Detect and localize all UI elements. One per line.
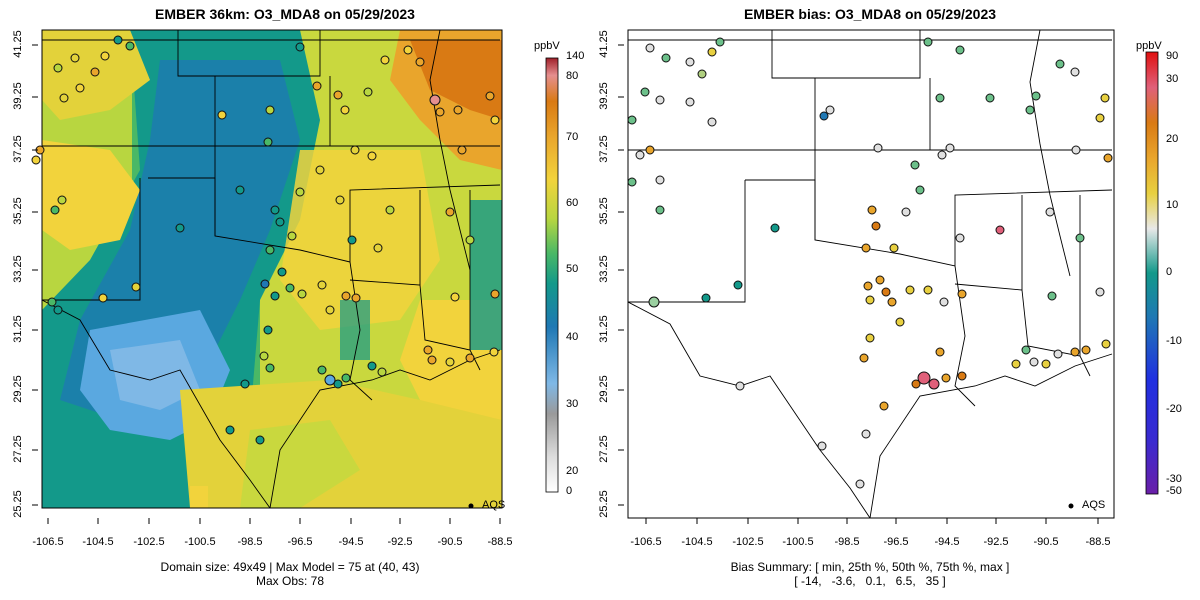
bias-colorbar-tick-0: 90 (1166, 50, 1179, 62)
right-state-boundaries (628, 30, 1113, 518)
left-panel-title: EMBER 36km: O3_MDA8 on 05/29/2023 (155, 6, 415, 22)
right-y-tick-7: 27.25 (598, 435, 610, 463)
left-y-tick-1: 39.25 (12, 82, 24, 110)
right-x-tick-2: -102.5 (732, 536, 764, 548)
bias-colorbar-tick-7: -30 (1166, 473, 1182, 485)
model-colorbar-tick-3: 60 (566, 197, 579, 209)
right-y-tick-4: 33.25 (598, 255, 610, 283)
left-x-tick-0: -106.5 (32, 536, 64, 548)
right-colorbar-unit: ppbV (1136, 40, 1162, 52)
model-colorbar-tick-1: 80 (566, 70, 579, 82)
bias-colorbar-tick-8: -50 (1166, 485, 1182, 497)
bias-colorbar-tick-3: 10 (1166, 199, 1179, 211)
bias-colorbar-tick-2: 20 (1166, 133, 1179, 145)
left-x-tick-1: -104.5 (82, 536, 114, 548)
left-y-tick-0: 41.25 (12, 30, 24, 58)
aqs-legend-dot-right (1068, 503, 1074, 509)
right-x-tick-5: -96.5 (883, 536, 909, 548)
left-x-tick-7: -92.5 (387, 536, 413, 548)
right-x-tick-1: -104.5 (681, 536, 713, 548)
bias-colorbar (1145, 51, 1159, 495)
bias-colorbar-tick-1: 30 (1166, 73, 1179, 85)
right-y-tick-8: 25.25 (598, 490, 610, 518)
aqs-legend-dot-left (468, 503, 474, 509)
left-colorbar-unit: ppbV (534, 40, 560, 52)
left-x-tick-3: -100.5 (184, 536, 216, 548)
left-x-tick-2: -102.5 (133, 536, 165, 548)
left-y-tick-8: 25.25 (12, 490, 24, 518)
model-field (42, 30, 502, 508)
aqs-legend-label-left: AQS (482, 499, 506, 511)
bias-colorbar-tick-4: 0 (1166, 266, 1173, 278)
left-y-tick-3: 35.25 (12, 197, 24, 225)
right-y-tick-1: 39.25 (598, 82, 610, 110)
right-x-tick-0: -106.5 (630, 536, 662, 548)
model-colorbar-tick-7: 20 (566, 465, 579, 477)
model-colorbar-tick-5: 40 (566, 331, 579, 343)
right-x-tick-8: -90.5 (1033, 536, 1059, 548)
right-footer-bias-header: Bias Summary: [ min, 25th %, 50th %, 75t… (730, 560, 1010, 574)
model-colorbar-tick-2: 70 (566, 131, 579, 143)
bias-colorbar-tick-6: -20 (1166, 403, 1182, 415)
right-panel-title: EMBER bias: O3_MDA8 on 05/29/2023 (743, 6, 997, 22)
left-x-tick-6: -94.5 (338, 536, 364, 548)
left-y-tick-4: 33.25 (12, 255, 24, 283)
model-colorbar-tick-4: 50 (566, 263, 579, 275)
right-y-tick-3: 35.25 (598, 197, 610, 225)
model-colorbar-tick-8: 0 (566, 485, 573, 497)
right-y-tick-2: 37.25 (598, 135, 610, 163)
left-footer-domain: Domain size: 49x49 | Max Model = 75 at (… (160, 560, 420, 574)
model-colorbar (545, 57, 559, 493)
left-obs-markers (31, 35, 500, 445)
left-x-tick-5: -96.5 (287, 536, 313, 548)
right-y-tick-6: 29.25 (598, 375, 610, 403)
left-x-tick-8: -90.5 (437, 536, 463, 548)
right-x-tick-6: -94.5 (934, 536, 960, 548)
bias-map-frame (627, 29, 1115, 519)
right-x-tick-9: -88.5 (1085, 536, 1111, 548)
right-y-tick-5: 31.25 (598, 315, 610, 343)
aqs-legend-label-right: AQS (1082, 499, 1106, 511)
model-colorbar-tick-0: 140 (566, 50, 585, 62)
axis-ticks (32, 44, 1099, 524)
left-x-tick-9: -88.5 (487, 536, 513, 548)
right-footer-bias-values: [ -14, -3.6, 0.1, 6.5, 35 ] (794, 574, 946, 588)
left-y-tick-2: 37.25 (12, 135, 24, 163)
left-footer-maxobs: Max Obs: 78 (255, 574, 325, 588)
bias-colorbar-tick-5: -10 (1166, 335, 1182, 347)
right-obs-markers (627, 37, 1113, 489)
left-x-tick-4: -98.5 (237, 536, 263, 548)
left-y-tick-5: 31.25 (12, 315, 24, 343)
right-x-tick-7: -92.5 (983, 536, 1009, 548)
model-colorbar-tick-6: 30 (566, 398, 579, 410)
right-y-tick-0: 41.25 (598, 30, 610, 58)
left-y-tick-7: 27.25 (12, 435, 24, 463)
left-y-tick-6: 29.25 (12, 375, 24, 403)
right-x-tick-3: -100.5 (782, 536, 814, 548)
right-x-tick-4: -98.5 (834, 536, 860, 548)
